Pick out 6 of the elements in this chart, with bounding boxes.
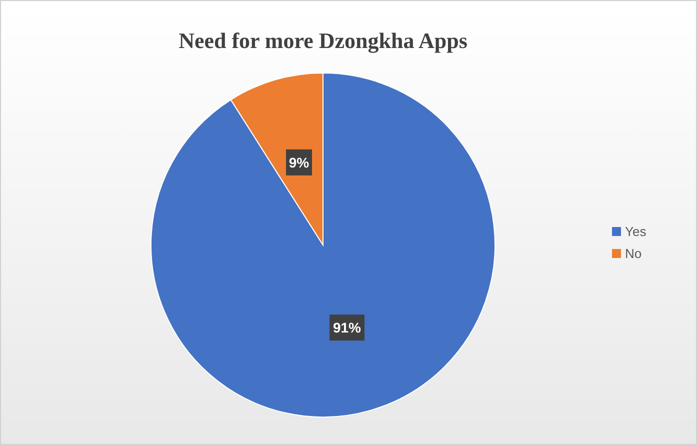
pie-slice xyxy=(150,72,496,418)
data-label: 91% xyxy=(332,320,362,336)
data-label: 9% xyxy=(288,154,310,170)
chart-title: Need for more Dzongkha Apps xyxy=(178,28,468,53)
slice-label: Yes xyxy=(625,224,647,239)
legend-label: No xyxy=(625,246,642,261)
